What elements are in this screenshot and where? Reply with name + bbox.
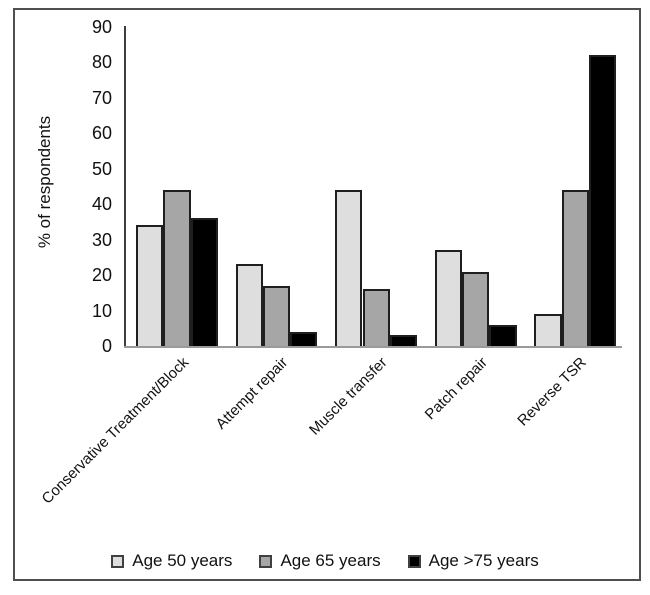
bar <box>434 250 463 346</box>
chart-frame <box>13 8 641 581</box>
legend-swatch-icon <box>259 554 273 568</box>
bar <box>335 190 363 346</box>
bar <box>262 286 291 346</box>
legend-label: Age 50 years <box>132 551 233 570</box>
bar <box>136 225 164 346</box>
y-tick-label: 30 <box>91 229 112 250</box>
legend-label: Age >75 years <box>428 551 539 570</box>
bar <box>389 335 418 346</box>
legend-swatch-icon <box>111 554 125 568</box>
bar <box>534 314 562 346</box>
bar <box>589 55 617 346</box>
bar <box>462 272 490 346</box>
legend-item: Age 65 years <box>259 551 381 571</box>
y-axis-line <box>124 26 126 346</box>
legend-item: Age >75 years <box>407 551 539 571</box>
y-tick-label: 80 <box>91 52 112 73</box>
y-tick-label: 90 <box>91 17 112 37</box>
y-tick-label: 40 <box>91 194 112 215</box>
y-tick-label: 10 <box>91 300 112 321</box>
bar <box>290 332 318 346</box>
y-tick-label: 60 <box>91 123 112 144</box>
legend-label: Age 65 years <box>280 551 381 570</box>
bar <box>489 325 517 346</box>
bar <box>235 264 263 346</box>
y-axis-title: % of respondents <box>35 115 54 249</box>
y-tick-label: 70 <box>91 87 112 108</box>
bar <box>190 218 218 346</box>
legend: Age 50 years Age 65 years Age >75 years <box>0 551 650 571</box>
y-tick-label: 50 <box>91 158 112 179</box>
bar <box>362 289 390 346</box>
y-tick-label: 0 <box>101 336 112 356</box>
legend-swatch-icon <box>407 554 421 568</box>
legend-item: Age 50 years <box>111 551 232 571</box>
x-axis-line <box>124 346 622 348</box>
bar <box>561 190 589 346</box>
y-tick-label: 20 <box>91 265 112 286</box>
bar <box>163 190 191 346</box>
